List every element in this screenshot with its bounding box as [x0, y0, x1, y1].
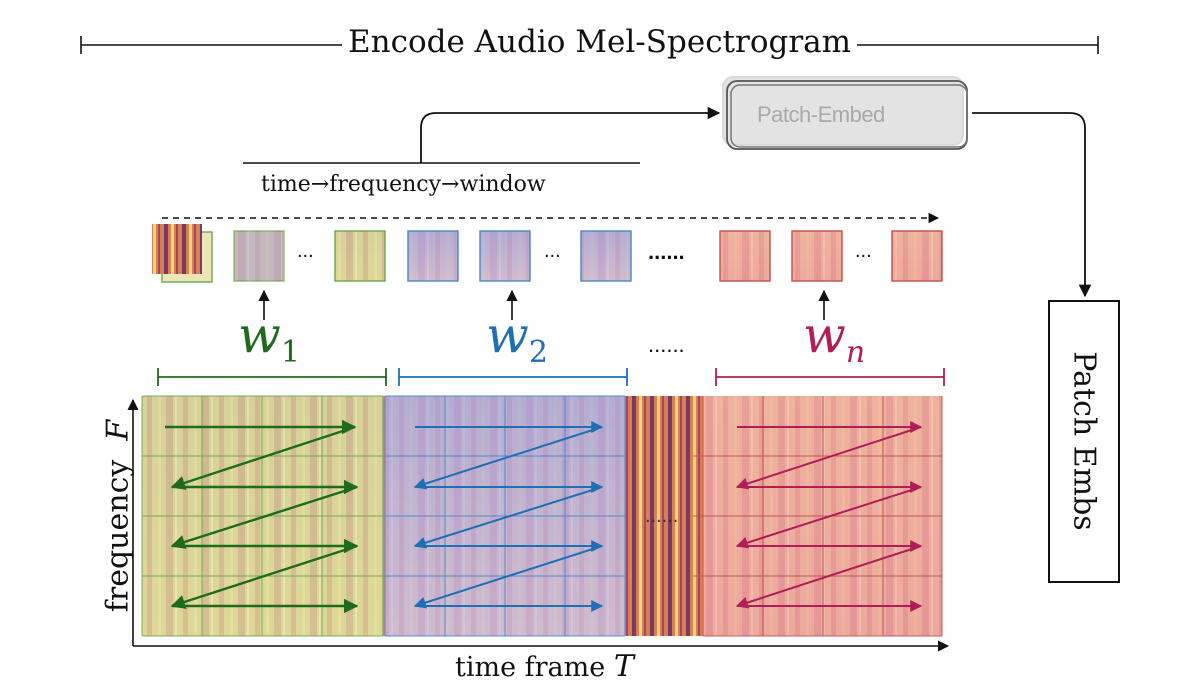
scan-order-label: time→frequency→window [261, 172, 546, 197]
ellipsis-windows: ...... [648, 239, 685, 264]
spectrogram-gap-region [625, 396, 703, 636]
patch-thumb [152, 224, 213, 283]
ellipsis-wn: ... [855, 240, 872, 262]
ellipsis-w1: ... [297, 240, 314, 262]
x-axis-label: time frame T [455, 649, 634, 684]
scan-arrows-window-2 [413, 421, 604, 612]
patch-thumb [407, 230, 459, 282]
patch-embs-label: Patch Embs [1066, 351, 1102, 531]
diagram-title: Encode Audio Mel-Spectrogram [342, 24, 858, 60]
patch-thumb [791, 230, 843, 282]
window-bracket-n [715, 368, 945, 386]
scan-arrows-window-1 [165, 419, 359, 614]
patch-thumb [580, 230, 632, 282]
patch-thumb [891, 230, 943, 282]
window-bracket-1 [157, 368, 387, 386]
patch-thumb [479, 230, 531, 282]
scan-arrows-window-n [735, 421, 923, 612]
window-bracket-2 [398, 368, 628, 386]
y-axis-label: frequency F [100, 419, 136, 613]
ellipsis-w2: ... [544, 240, 561, 262]
axes [127, 398, 950, 652]
window-label-1: w1 [238, 306, 300, 370]
ellipsis-window-labels: ...... [648, 332, 685, 357]
window-2-region [384, 395, 626, 637]
ellipsis-spectrogram: ...... [645, 505, 679, 527]
spectrogram [141, 395, 943, 637]
patch-thumb [334, 230, 386, 282]
patch-sequence [152, 224, 943, 283]
patch-embed-block [722, 76, 968, 150]
patch-thumb [719, 230, 771, 282]
patch-embed-label: Patch-Embed [757, 102, 885, 127]
to-patch-embs-arrow [972, 112, 1092, 298]
patch-embs-block [1048, 300, 1120, 583]
to-patch-embed-arrow [420, 106, 721, 163]
window-label-n: wn [803, 306, 866, 370]
window-n-region [693, 396, 943, 637]
window-label-2: w2 [486, 306, 548, 370]
patch-thumb [233, 230, 285, 282]
